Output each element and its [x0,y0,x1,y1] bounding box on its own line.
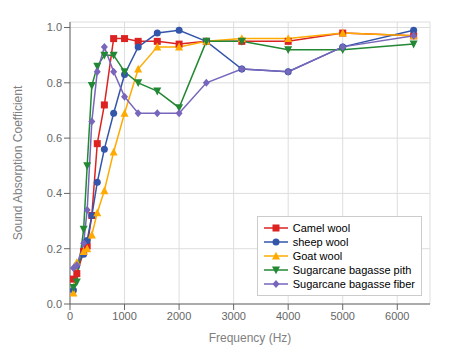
svg-text:2000: 2000 [167,310,191,322]
svg-text:4000: 4000 [276,310,300,322]
svg-text:0.0: 0.0 [47,298,62,310]
svg-text:1000: 1000 [112,310,136,322]
html-text:sheep wool: sheep wool [292,236,349,248]
svg-text:0.2: 0.2 [47,243,62,255]
html-text:Camel wool: Camel wool [292,222,351,234]
svg-text:Sound Absorption Coefficient: Sound Absorption Coefficient [11,85,25,240]
html-text:Sugarcane bagasse fiber: Sugarcane bagasse fiber [292,278,415,290]
svg-text:0.6: 0.6 [47,132,62,144]
html-text:Goat wool: Goat wool [292,250,343,262]
svg-text:1.0: 1.0 [47,21,62,33]
svg-text:3000: 3000 [221,310,245,322]
svg-text:6000: 6000 [385,310,409,322]
svg-text:Frequency (Hz): Frequency (Hz) [209,331,292,345]
svg-text:0.8: 0.8 [47,77,62,89]
svg-text:0.4: 0.4 [47,187,62,199]
html-text:Sugarcane bagasse pith: Sugarcane bagasse pith [292,264,412,276]
svg-text:0: 0 [67,310,73,322]
svg-text:5000: 5000 [330,310,354,322]
